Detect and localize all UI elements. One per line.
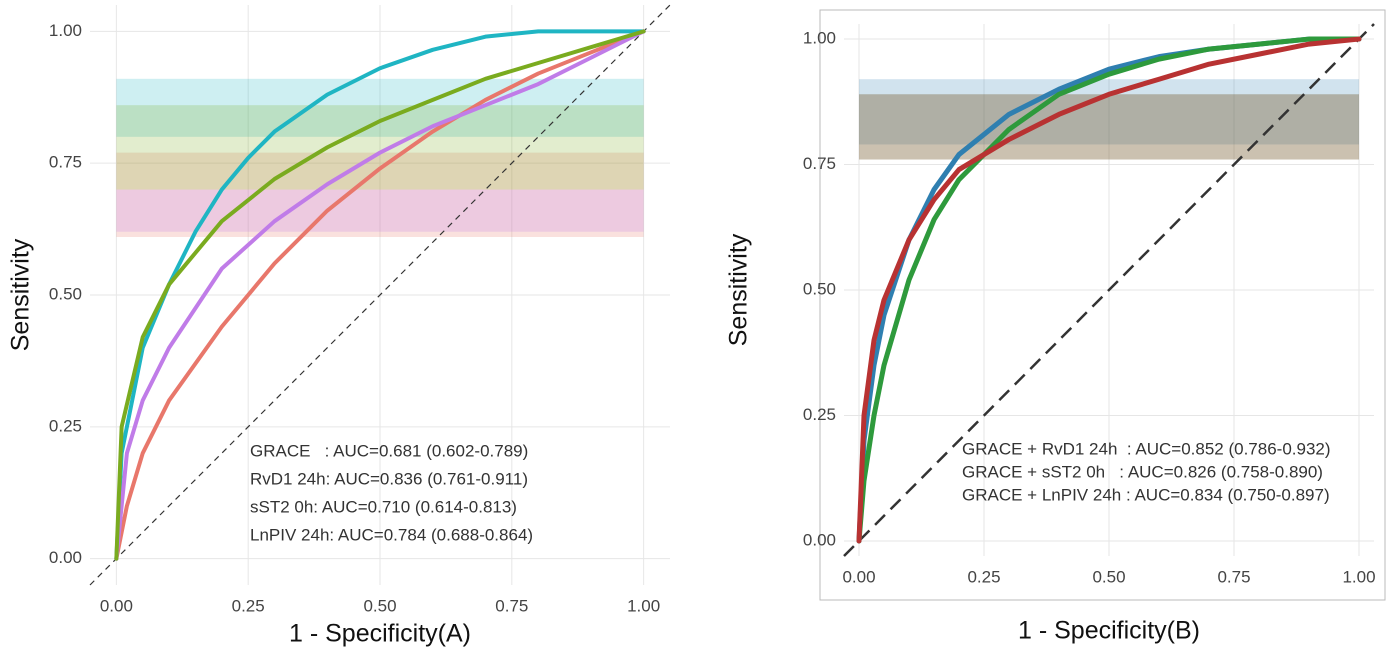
y-axis-title: Sensitivity bbox=[7, 238, 35, 351]
x-axis-title: 1 - Specificity(B) bbox=[1018, 617, 1200, 645]
x-tick-label: 0.00 bbox=[842, 567, 875, 586]
roc-curve bbox=[856, 36, 1362, 544]
y-tick-label: 0.50 bbox=[49, 284, 82, 303]
x-tick-label: 0.75 bbox=[495, 596, 528, 615]
x-tick-label: 0.25 bbox=[232, 596, 265, 615]
reference-line bbox=[843, 23, 1375, 557]
reference-line bbox=[89, 4, 671, 586]
x-tick-label: 0.00 bbox=[100, 596, 133, 615]
ci-band bbox=[116, 78, 644, 137]
legend-entry: RvD1 24h: AUC=0.836 (0.761-0.911) bbox=[250, 469, 528, 488]
ci-band bbox=[116, 105, 644, 190]
legend-entry: GRACE + sST2 0h : AUC=0.826 (0.758-0.890… bbox=[962, 462, 1323, 481]
y-tick-label: 1.00 bbox=[803, 29, 836, 48]
roc-curve bbox=[856, 36, 1362, 544]
roc-curve bbox=[114, 29, 646, 561]
x-tick-label: 1.00 bbox=[1342, 567, 1375, 586]
y-tick-label: 0.25 bbox=[49, 416, 82, 435]
y-axis-title: Sensitivity bbox=[725, 233, 753, 346]
x-tick-label: 0.25 bbox=[967, 567, 1000, 586]
x-axis-title: 1 - Specificity(A) bbox=[289, 620, 471, 648]
y-tick-label: 0.75 bbox=[49, 153, 82, 172]
x-tick-label: 0.50 bbox=[1092, 567, 1125, 586]
y-tick-label: 0.75 bbox=[803, 154, 836, 173]
x-tick-label: 1.00 bbox=[627, 596, 660, 615]
y-tick-label: 1.00 bbox=[49, 21, 82, 40]
legend-entry: sST2 0h: AUC=0.710 (0.614-0.813) bbox=[250, 497, 517, 516]
legend-entry: GRACE + RvD1 24h : AUC=0.852 (0.786-0.93… bbox=[962, 439, 1331, 458]
ci-band bbox=[116, 189, 644, 232]
ci-band bbox=[859, 94, 1359, 160]
y-tick-label: 0.25 bbox=[803, 405, 836, 424]
x-tick-label: 0.75 bbox=[1217, 567, 1250, 586]
x-tick-label: 0.50 bbox=[363, 596, 396, 615]
legend-entry: LnPIV 24h: AUC=0.784 (0.688-0.864) bbox=[250, 525, 533, 544]
panel-frame bbox=[819, 9, 1386, 601]
roc-curve bbox=[114, 29, 646, 561]
legend-entry: GRACE : AUC=0.681 (0.602-0.789) bbox=[250, 441, 528, 460]
y-tick-label: 0.50 bbox=[803, 279, 836, 298]
y-tick-label: 0.00 bbox=[49, 548, 82, 567]
roc-curve bbox=[114, 29, 646, 561]
legend-entry: GRACE + LnPIV 24h : AUC=0.834 (0.750-0.8… bbox=[962, 485, 1330, 504]
roc-curve bbox=[114, 29, 646, 561]
y-tick-label: 0.00 bbox=[803, 530, 836, 549]
ci-band bbox=[859, 94, 1359, 160]
ci-band bbox=[859, 79, 1359, 145]
